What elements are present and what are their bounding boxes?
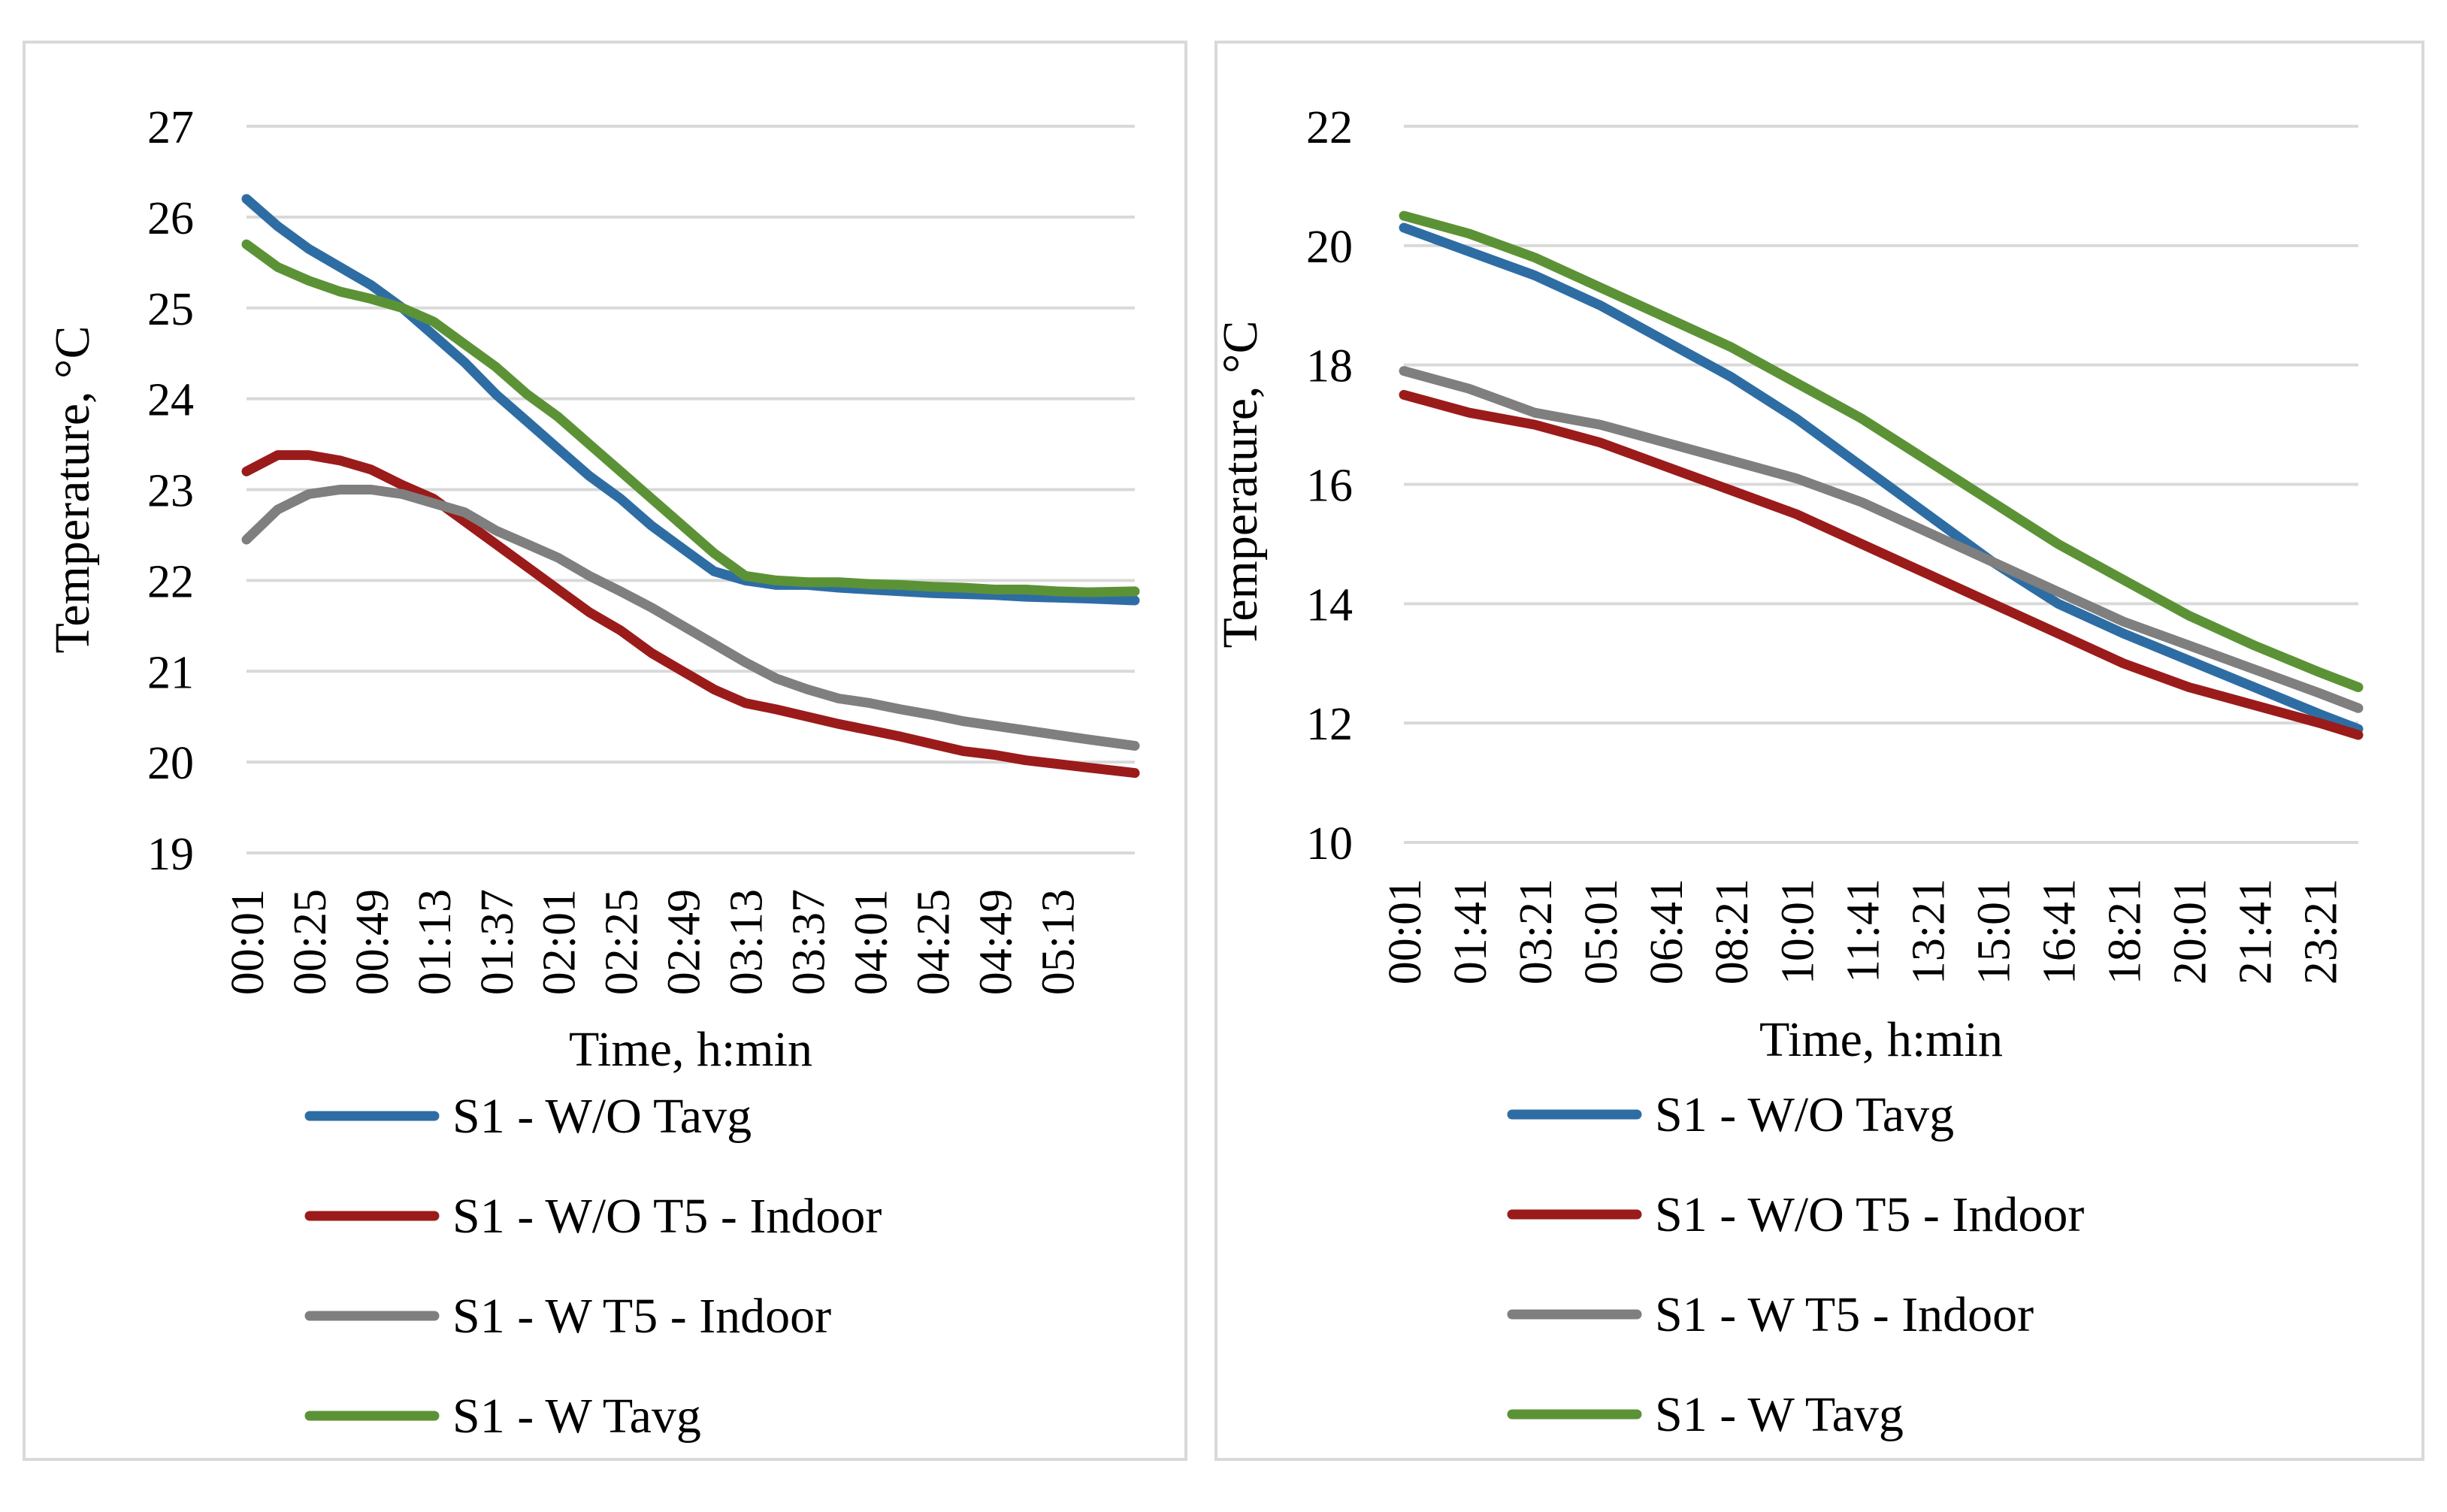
x-axis-title: Time, h:min — [1759, 1012, 2003, 1067]
series-line — [1399, 222, 2364, 734]
x-tick-label: 01:41 — [1445, 878, 1496, 984]
y-tick-label: 20 — [147, 738, 194, 789]
x-tick-label: 13:21 — [1903, 878, 1954, 984]
legend-label: S1 - W T5 - Indoor — [452, 1289, 831, 1344]
x-tick-label: 03:21 — [1511, 878, 1562, 984]
x-tick-label: 01:37 — [472, 889, 523, 995]
x-tick-label: 08:21 — [1707, 878, 1758, 984]
y-tick-label: 21 — [147, 647, 194, 698]
x-tick-label: 02:49 — [659, 889, 710, 995]
x-tick-label: 10:01 — [1772, 878, 1823, 984]
x-tick-label: 06:41 — [1641, 878, 1692, 984]
x-tick-label: 02:25 — [597, 889, 648, 995]
x-tick-label: 00:49 — [347, 889, 398, 995]
y-tick-label: 18 — [1306, 341, 1353, 392]
chart-frame — [23, 41, 1187, 1461]
series-line — [1399, 389, 2364, 740]
y-axis-title: Temperature, °C — [45, 326, 100, 654]
x-tick-label: 03:37 — [784, 889, 835, 995]
legend-label: S1 - W Tavg — [452, 1389, 701, 1444]
y-tick-label: 26 — [147, 193, 194, 244]
y-tick-label: 23 — [147, 466, 194, 517]
left-chart-panel: 19 20 21 22 23 24 25 26 27 00:01 00:25 00:49 01:13 01… — [23, 41, 1187, 1461]
series-line — [241, 485, 1140, 751]
x-tick-label: 04:49 — [970, 889, 1021, 995]
x-tick-label: 05:01 — [1576, 878, 1627, 984]
x-tick-label: 00:25 — [285, 889, 336, 995]
y-tick-label: 22 — [1306, 102, 1353, 153]
x-tick-label: 05:13 — [1033, 889, 1084, 995]
legend-label: S1 - W/O T5 - Indoor — [1655, 1187, 2084, 1242]
x-axis-title: Time, h:min — [569, 1022, 812, 1077]
chart-frame — [1214, 41, 2424, 1461]
y-tick-label: 19 — [147, 829, 194, 880]
y-tick-label: 16 — [1306, 461, 1353, 512]
right-chart-panel: 10 12 14 16 18 20 22 00:01 01:41 03:21 05:01 06:41 0… — [1213, 41, 2424, 1461]
legend-label: S1 - W/O Tavg — [1655, 1087, 1954, 1142]
series-line — [241, 239, 1140, 597]
series-line — [1399, 210, 2364, 692]
x-tick-label: 21:41 — [2231, 878, 2282, 984]
legend-label: S1 - W/O Tavg — [452, 1089, 752, 1144]
legend-label: S1 - W/O T5 - Indoor — [452, 1189, 882, 1244]
y-tick-label: 10 — [1306, 818, 1353, 869]
y-tick-label: 14 — [1306, 579, 1353, 631]
x-tick-label: 00:01 — [222, 889, 274, 995]
x-tick-label: 16:41 — [2034, 878, 2085, 984]
x-tick-label: 01:13 — [410, 889, 461, 995]
x-tick-label: 02:01 — [534, 889, 585, 995]
y-tick-label: 12 — [1306, 699, 1353, 750]
x-tick-label: 15:01 — [1968, 878, 2019, 984]
y-tick-label: 25 — [147, 284, 194, 335]
x-tick-label: 04:01 — [845, 889, 897, 995]
y-tick-label: 27 — [147, 102, 194, 153]
y-tick-label: 24 — [147, 375, 194, 426]
x-tick-label: 18:21 — [2100, 878, 2151, 984]
x-tick-label: 20:01 — [2165, 878, 2216, 984]
x-tick-label: 03:13 — [721, 889, 773, 995]
y-axis-title: Temperature, °C — [1213, 321, 1268, 649]
legend-label: S1 - W T5 - Indoor — [1655, 1287, 2034, 1342]
x-tick-label: 23:21 — [2296, 878, 2347, 984]
series-line — [241, 450, 1140, 779]
x-tick-label: 04:25 — [908, 889, 959, 995]
legend-label: S1 - W Tavg — [1655, 1387, 1904, 1442]
y-tick-label: 20 — [1306, 222, 1353, 273]
series-line — [1399, 366, 2364, 713]
y-tick-label: 22 — [147, 556, 194, 607]
x-tick-label: 11:41 — [1838, 878, 1889, 983]
x-tick-label: 00:01 — [1380, 878, 1431, 984]
